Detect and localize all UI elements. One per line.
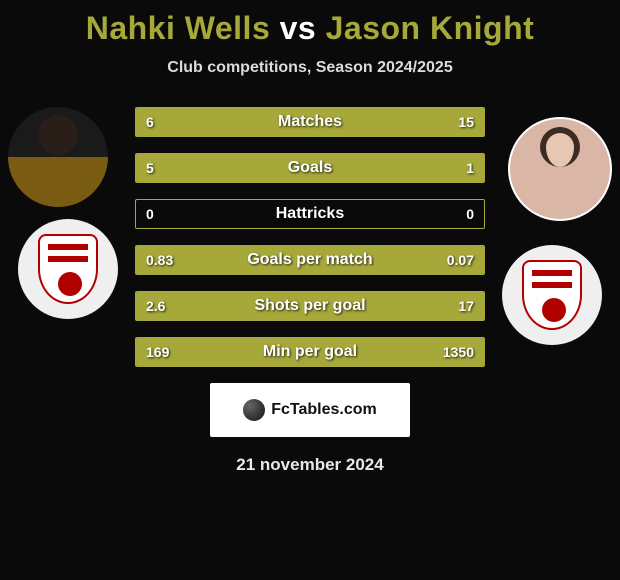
stat-value-left: 5 bbox=[146, 160, 154, 176]
stat-value-right: 0 bbox=[466, 206, 474, 222]
stat-value-left: 2.6 bbox=[146, 298, 165, 314]
stat-value-right: 1 bbox=[466, 160, 474, 176]
stat-label: Hattricks bbox=[276, 205, 344, 223]
stat-value-left: 0.83 bbox=[146, 252, 173, 268]
stat-fill-left bbox=[136, 154, 426, 182]
comparison-chart: 6 15 Matches 5 1 Goals 0 0 Hattricks 0.83 0.07 Goal… bbox=[0, 107, 620, 475]
stat-fill-right bbox=[236, 108, 484, 136]
stat-value-right: 17 bbox=[458, 298, 474, 314]
stat-value-left: 169 bbox=[146, 344, 169, 360]
stat-value-right: 0.07 bbox=[447, 252, 474, 268]
football-icon bbox=[243, 399, 265, 421]
branding-badge: FcTables.com bbox=[210, 383, 410, 437]
player2-club-crest bbox=[502, 245, 602, 345]
stat-label: Matches bbox=[278, 113, 342, 131]
stat-row: 0.83 0.07 Goals per match bbox=[135, 245, 485, 275]
player1-club-crest bbox=[18, 219, 118, 319]
player2-avatar bbox=[508, 117, 612, 221]
stat-row: 169 1350 Min per goal bbox=[135, 337, 485, 367]
snapshot-date: 21 november 2024 bbox=[0, 455, 620, 475]
stat-label: Goals per match bbox=[247, 251, 372, 269]
stat-label: Goals bbox=[288, 159, 332, 177]
stat-fill-right bbox=[426, 154, 484, 182]
branding-text: FcTables.com bbox=[271, 401, 377, 419]
stat-row: 2.6 17 Shots per goal bbox=[135, 291, 485, 321]
subtitle: Club competitions, Season 2024/2025 bbox=[0, 59, 620, 77]
stat-value-left: 0 bbox=[146, 206, 154, 222]
stat-row: 5 1 Goals bbox=[135, 153, 485, 183]
stat-rows: 6 15 Matches 5 1 Goals 0 0 Hattricks 0.83 0.07 Goal… bbox=[135, 107, 485, 367]
player1-avatar bbox=[8, 107, 108, 207]
stat-row: 6 15 Matches bbox=[135, 107, 485, 137]
club-crest-icon bbox=[38, 234, 98, 304]
stat-value-left: 6 bbox=[146, 114, 154, 130]
player2-name: Jason Knight bbox=[326, 10, 535, 46]
avatar-silhouette bbox=[540, 127, 580, 167]
vs-separator: vs bbox=[280, 10, 317, 46]
club-crest-icon bbox=[522, 260, 582, 330]
avatar-silhouette bbox=[38, 115, 78, 155]
stat-value-right: 1350 bbox=[443, 344, 474, 360]
stat-label: Shots per goal bbox=[254, 297, 365, 315]
player1-name: Nahki Wells bbox=[86, 10, 271, 46]
stat-value-right: 15 bbox=[458, 114, 474, 130]
stat-row: 0 0 Hattricks bbox=[135, 199, 485, 229]
comparison-title: Nahki Wells vs Jason Knight bbox=[0, 0, 620, 47]
stat-label: Min per goal bbox=[263, 343, 357, 361]
